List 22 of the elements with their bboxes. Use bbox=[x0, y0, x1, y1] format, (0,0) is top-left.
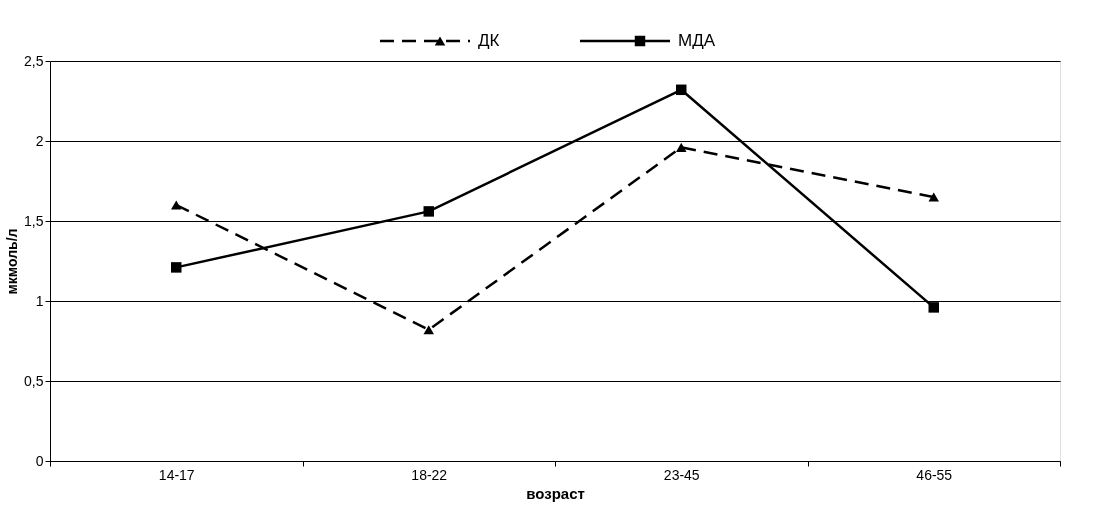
y-tick-label: 1,5 bbox=[24, 212, 44, 229]
y-axis-title: мкмоль/л bbox=[4, 228, 21, 295]
x-tick-label: 14-17 bbox=[158, 466, 195, 483]
y-tick-label: 0 bbox=[35, 452, 44, 469]
y-tick-label: 2,5 bbox=[24, 52, 44, 69]
legend-label: ДК bbox=[478, 31, 500, 50]
x-axis-title: возраст bbox=[526, 484, 585, 502]
y-tick-label: 2 bbox=[35, 132, 44, 149]
x-tick-label: 23-45 bbox=[663, 466, 700, 483]
x-tick-label: 46-55 bbox=[916, 466, 953, 483]
point bbox=[423, 206, 434, 217]
y-tick-label: 0,5 bbox=[24, 372, 44, 389]
point bbox=[928, 192, 939, 202]
point bbox=[676, 84, 687, 96]
y-tick-label: 1 bbox=[35, 292, 44, 309]
point bbox=[171, 200, 182, 210]
point bbox=[423, 325, 434, 335]
point bbox=[171, 262, 182, 273]
legend-label: МДА bbox=[678, 31, 716, 50]
point bbox=[928, 302, 939, 313]
point bbox=[676, 142, 687, 152]
x-tick-label: 18-22 bbox=[411, 466, 448, 483]
